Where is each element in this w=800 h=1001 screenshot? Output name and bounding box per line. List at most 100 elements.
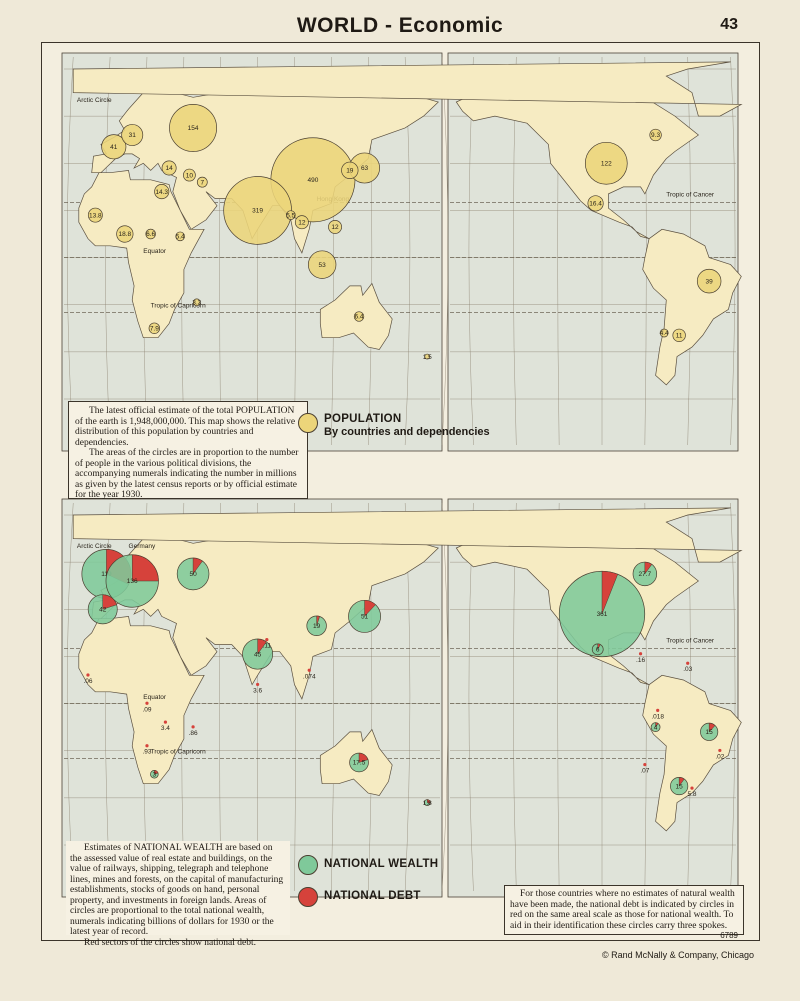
debt-sector <box>257 638 267 655</box>
circle-value-label: 14.3 <box>155 189 168 196</box>
population-circle: 6.4 <box>353 311 365 322</box>
debt-sector <box>131 554 159 582</box>
circle-value-label: 63 <box>361 165 369 172</box>
wealth-swatch-icon <box>298 855 318 875</box>
debt-sector <box>316 615 320 626</box>
wealth-circle: 361 <box>558 570 646 658</box>
circle-value-label: 15 <box>676 783 684 790</box>
population-circle: 9.3 <box>649 128 662 142</box>
population-circle-shape <box>424 353 431 360</box>
small-value-label: .074 <box>303 673 316 680</box>
small-value-label: .09 <box>142 706 151 713</box>
circle-value-label: 6.6 <box>146 231 155 238</box>
population-circle: 13.8 <box>87 207 103 223</box>
debt-key-title: NATIONAL DEBT <box>324 890 421 902</box>
population-circle-shape <box>145 228 156 240</box>
population-circle: 7.9 <box>148 322 161 334</box>
circle-value-label: 5.4 <box>176 234 185 241</box>
population-circle: 5.5 <box>285 210 296 220</box>
label-tropic-cancer: Tropic of Cancer <box>666 638 715 645</box>
plate-code: 6789 <box>720 931 738 940</box>
label-tropic-cancer: Tropic of Cancer <box>666 192 715 199</box>
population-circle-shape <box>121 124 144 146</box>
population-circle: 3.3 <box>192 298 202 307</box>
small-value-label: 3.4 <box>161 725 170 732</box>
population-circle-shape <box>148 322 161 334</box>
population-circle-shape <box>101 134 127 160</box>
population-key-subtitle: By countries and dependencies <box>324 426 490 438</box>
debt-dot <box>307 668 311 672</box>
population-circle: 122 <box>584 141 628 185</box>
population-circle-shape <box>307 250 337 279</box>
circle-value-label: 42 <box>99 606 107 613</box>
population-circle: 4.4 <box>659 328 669 338</box>
small-value-label: .06 <box>83 678 92 685</box>
population-circle: 7 <box>196 176 208 188</box>
circle-value-label: 3 <box>153 771 157 778</box>
wealth-note: For those countries where no estimates o… <box>504 885 744 935</box>
circle-value-label: 5.5 <box>286 212 295 219</box>
circle-value-label: 11 <box>676 333 683 340</box>
wealth-circle: 27.7 <box>632 561 658 587</box>
population-circle-shape <box>696 268 722 294</box>
debt-dot <box>163 720 168 724</box>
debt-dot <box>265 638 269 642</box>
population-circle: 6.6 <box>145 228 156 240</box>
debt-dot <box>643 762 647 767</box>
population-circle-shape <box>183 168 196 182</box>
population-panel: Arctic Circle Equator Tropic of Capricorn T… <box>61 52 743 452</box>
population-description: The latest official estimate of the tota… <box>68 401 308 500</box>
circle-value-label: 53 <box>319 262 327 269</box>
small-value-label: .02 <box>715 753 724 760</box>
debt-dot <box>145 701 149 705</box>
debt-sector <box>426 799 431 804</box>
debt-sector <box>678 777 685 787</box>
small-value-label: 5.8 <box>687 791 696 798</box>
circle-value-label: 7.9 <box>150 325 159 332</box>
small-value-label: .018 <box>651 713 664 720</box>
wealth-circle: 51 <box>348 599 381 633</box>
circle-value-label: 9.3 <box>651 132 660 139</box>
debt-key: NATIONAL DEBT <box>298 887 421 907</box>
debt-sector <box>597 643 601 650</box>
population-circle-shape <box>175 231 185 242</box>
debt-dot <box>191 725 195 729</box>
population-circle-shape <box>672 328 686 343</box>
debt-sector <box>644 561 653 575</box>
wealth-description-p2: Red sectors of the circles show national… <box>84 937 257 948</box>
population-circle: 5.4 <box>175 231 185 242</box>
debt-dot <box>718 748 722 753</box>
circle-value-label: 6 <box>596 647 600 654</box>
wealth-key: NATIONAL WEALTH <box>298 855 438 875</box>
population-circle-shape <box>659 328 669 338</box>
population-circle-shape <box>87 207 103 223</box>
label-tropic-capricorn: Tropic of Capricorn <box>151 748 206 755</box>
population-circle-shape <box>192 298 201 307</box>
circle-value-label: 10 <box>186 172 194 179</box>
population-circle: 1.5 <box>423 353 432 361</box>
circle-value-label: 490 <box>307 177 318 184</box>
small-value-label: .11 <box>263 643 272 650</box>
wealth-circle: 6 <box>591 643 604 656</box>
population-circle: 154 <box>169 104 218 152</box>
debt-sector <box>708 722 716 733</box>
population-description-p1: The latest official estimate of the tota… <box>75 406 296 448</box>
population-circle-shape <box>649 128 662 142</box>
debt-sector <box>655 722 659 728</box>
population-circle-shape <box>341 161 359 179</box>
debt-dot <box>86 673 90 677</box>
label-arctic-circle: Arctic Circle <box>77 97 112 104</box>
wealth-description: Estimates of NATIONAL WEALTH are based o… <box>66 841 290 948</box>
population-circle-shape <box>285 210 296 220</box>
debt-dot <box>256 682 260 687</box>
circle-value-label: 154 <box>188 125 199 132</box>
land-greenland <box>72 61 743 117</box>
population-circle: 11 <box>672 328 686 343</box>
population-circle-shape <box>169 104 218 152</box>
circle-value-label: 27.7 <box>639 571 652 578</box>
population-circle-shape <box>587 195 604 212</box>
circle-value-label: 122 <box>601 160 612 167</box>
circle-value-label: 50 <box>189 571 197 578</box>
land-africa <box>78 170 205 339</box>
debt-dot <box>686 661 690 665</box>
